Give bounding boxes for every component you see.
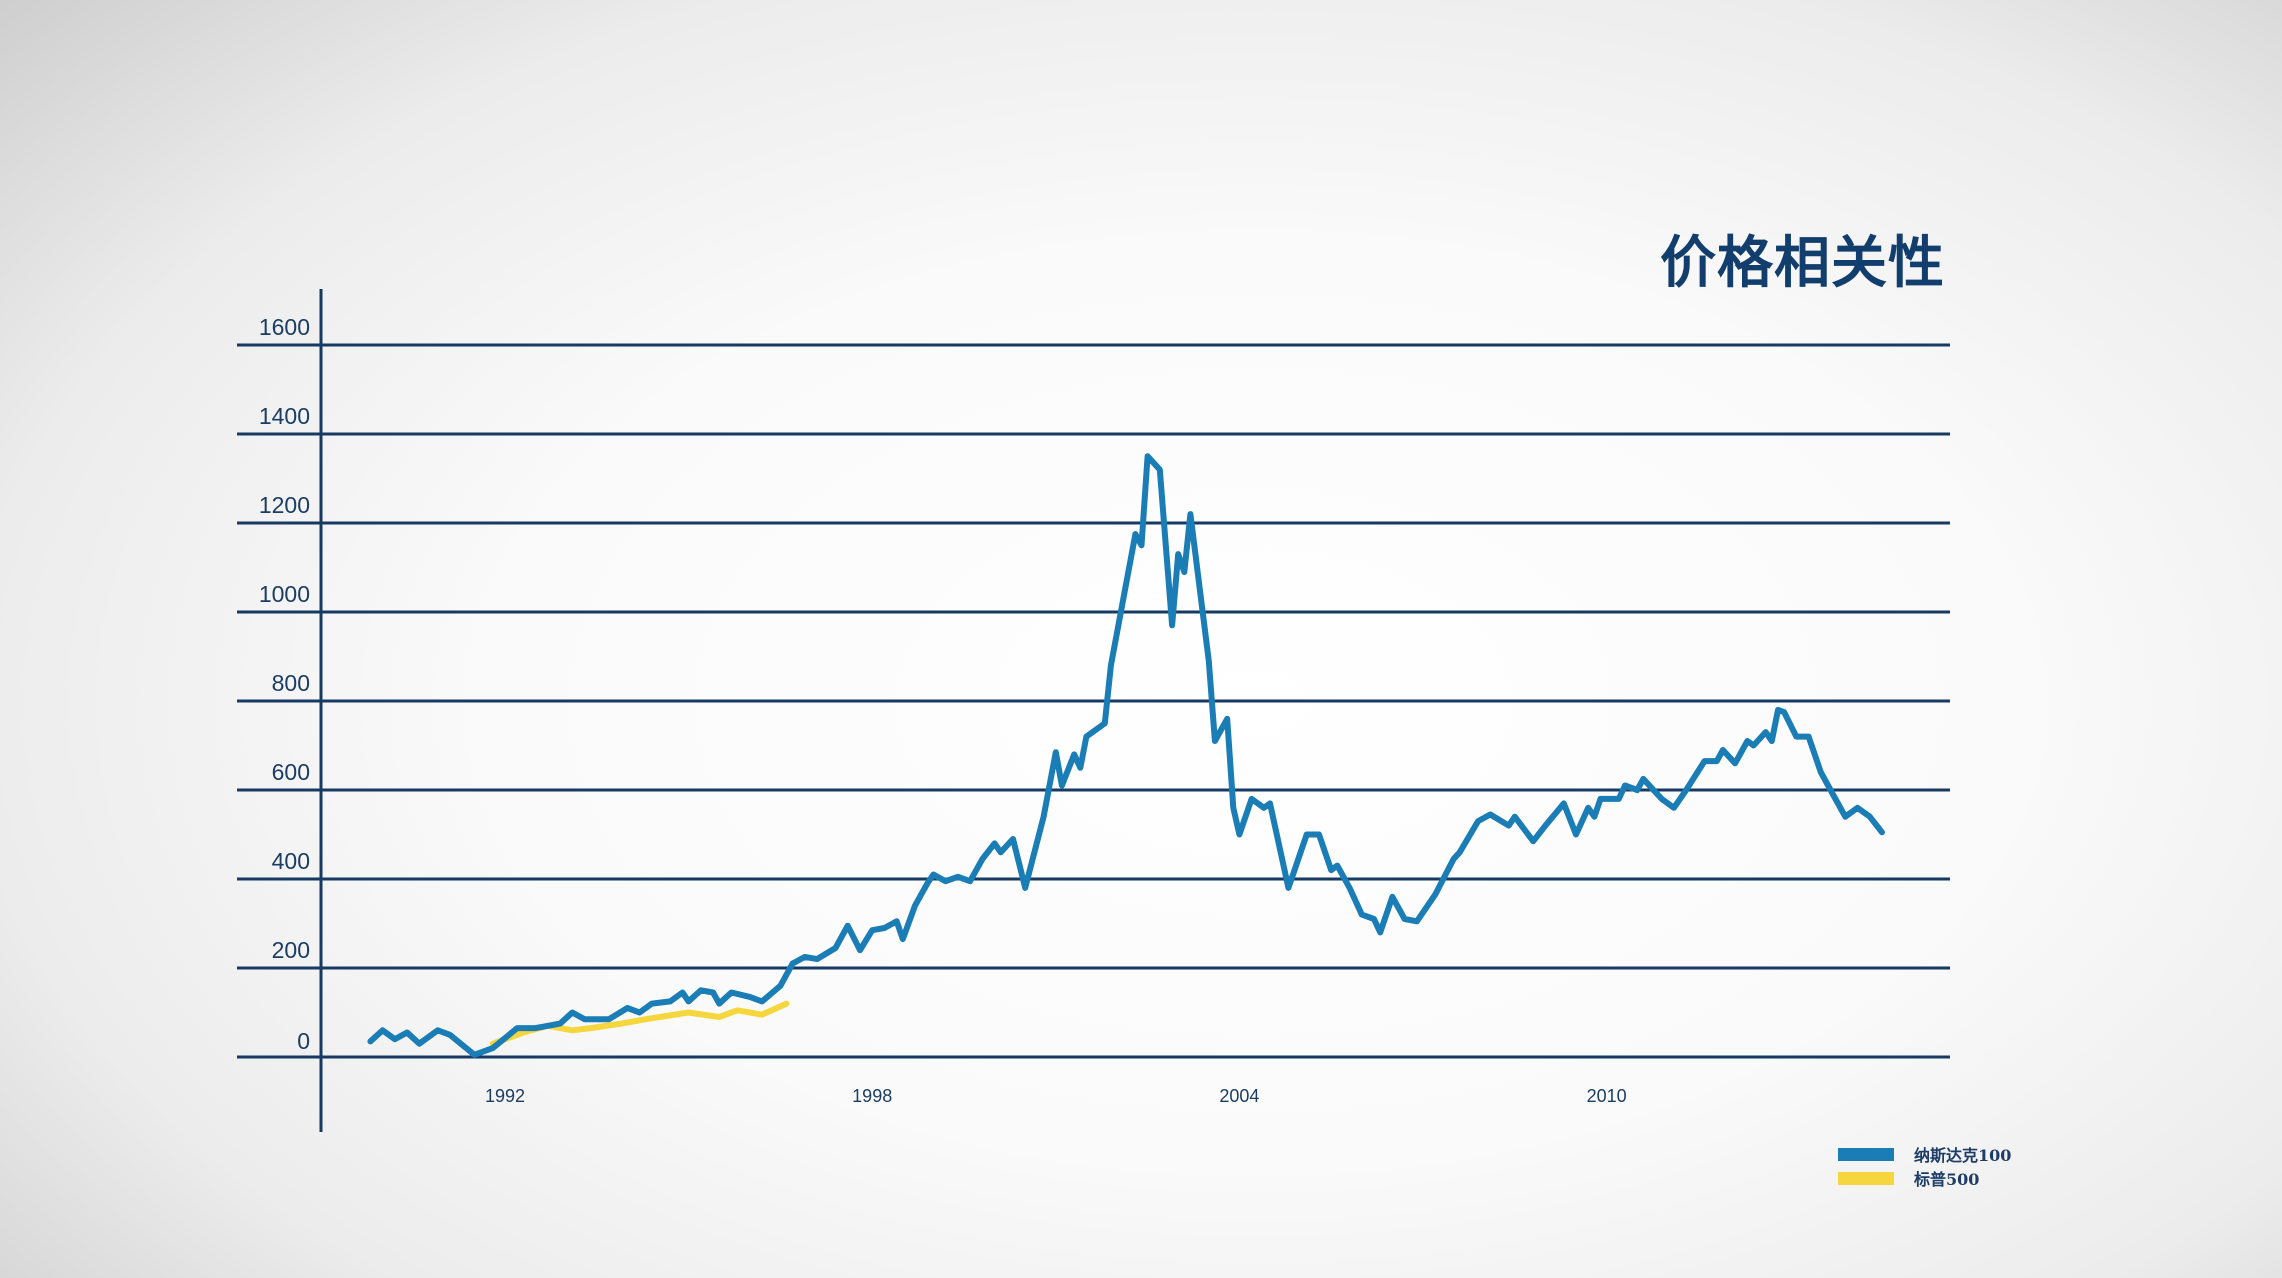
y-tick-label: 1200 (259, 492, 310, 518)
x-tick-label: 2004 (1219, 1086, 1259, 1106)
y-axis-ticks: 0 200 400 600 800 1000 1200 1400 1600 (259, 314, 310, 1054)
y-tick-label: 1600 (259, 314, 310, 340)
series-line-nasdaq (367, 453, 1885, 1058)
legend-label-nasdaq: 纳斯达克100 (1914, 1146, 2012, 1165)
y-tick-label: 800 (272, 670, 310, 696)
x-axis-ticks: 1992 1998 2004 2010 (485, 1086, 1627, 1106)
x-tick-label: 1992 (485, 1086, 525, 1106)
y-tick-label: 0 (297, 1028, 310, 1054)
series-lines (367, 453, 1885, 1058)
legend: 纳斯达克100 标普500 (1838, 1142, 2011, 1190)
gridlines (237, 343, 1950, 1059)
legend-item-nasdaq: 纳斯达克100 (1838, 1142, 2011, 1166)
legend-swatch-sp500 (1838, 1171, 1894, 1185)
legend-item-sp500: 标普500 (1838, 1166, 2011, 1190)
y-tick-label: 1000 (259, 581, 310, 607)
chart-title: 价格相关性 (1660, 230, 1945, 296)
y-tick-label: 400 (272, 848, 310, 874)
legend-label-sp500: 标普500 (1914, 1170, 1980, 1189)
y-tick-label: 1400 (259, 403, 310, 429)
x-tick-label: 2010 (1587, 1086, 1627, 1106)
y-tick-label: 200 (272, 937, 310, 963)
legend-swatch-nasdaq (1838, 1147, 1894, 1161)
y-tick-label: 600 (272, 759, 310, 785)
x-tick-label: 1998 (852, 1086, 892, 1106)
